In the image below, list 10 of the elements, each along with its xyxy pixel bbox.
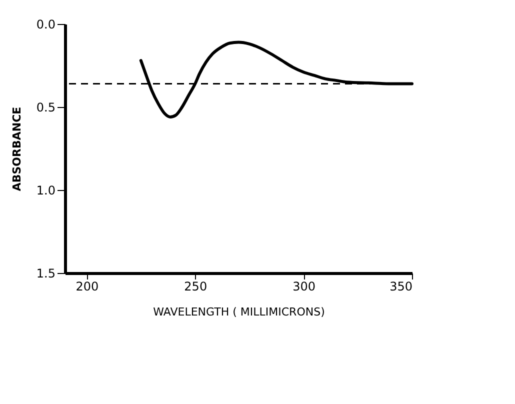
y-tick-label: 1.5: [36, 266, 56, 280]
x-tick-label: 200: [76, 280, 99, 294]
y-tick-label: 0.0: [36, 18, 56, 32]
x-tick-label: 250: [184, 280, 208, 294]
y-tick-label: 1.0: [36, 184, 56, 198]
y-axis-title: ABSORBANCE: [10, 106, 24, 192]
x-axis-title: WAVELENGTH ( MILLIMICRONS): [153, 306, 325, 318]
y-tick-label: 0.5: [36, 100, 56, 114]
x-tick-label: 350: [390, 280, 412, 294]
x-tick-label: 300: [292, 280, 316, 294]
